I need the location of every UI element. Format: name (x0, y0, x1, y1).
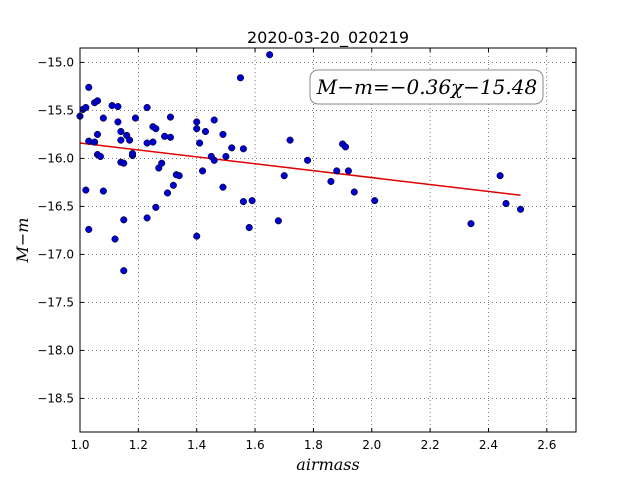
data-point (193, 232, 201, 240)
data-point (111, 235, 119, 243)
data-point (91, 138, 99, 146)
data-point (239, 198, 247, 206)
data-point (85, 225, 93, 233)
data-point (333, 167, 341, 175)
data-point (158, 159, 166, 167)
data-point (210, 156, 218, 164)
y-tick-label: −18.0 (37, 343, 74, 357)
data-point (161, 132, 169, 140)
data-point (117, 127, 125, 136)
data-point (502, 199, 510, 208)
data-point (143, 214, 151, 222)
data-point (166, 133, 174, 141)
data-point (344, 167, 352, 175)
data-point (85, 83, 93, 91)
data-point (93, 130, 102, 138)
data-point (219, 130, 227, 138)
x-tick-label: 1.6 (246, 438, 265, 452)
data-point (99, 187, 107, 195)
data-point (143, 139, 151, 147)
data-point (193, 118, 201, 126)
data-point (96, 152, 104, 161)
data-point (99, 114, 107, 122)
data-point (341, 143, 350, 151)
x-tick-label: 2.4 (479, 438, 498, 452)
data-point (304, 156, 312, 164)
data-point (120, 267, 128, 275)
data-point (85, 137, 93, 145)
y-tick-label: −16.0 (37, 151, 74, 165)
data-point (236, 74, 245, 82)
data-point (198, 167, 207, 175)
chart-title: 2020-03-20_020219 (247, 28, 409, 48)
data-point (175, 172, 183, 180)
data-point (210, 116, 218, 124)
plot-frame (79, 47, 577, 433)
data-point (517, 205, 525, 213)
data-point (108, 102, 116, 110)
data-point (286, 136, 294, 144)
x-axis-label: airmass (296, 455, 359, 474)
data-point (120, 216, 128, 224)
x-tick-label: 2.6 (537, 438, 556, 452)
data-point (239, 145, 247, 153)
data-point (274, 217, 282, 225)
y-tick-label: −17.5 (37, 295, 74, 309)
data-point (245, 223, 253, 232)
data-point (82, 103, 90, 112)
y-tick-label: −15.0 (37, 55, 74, 69)
x-tick-label: 1.4 (187, 438, 206, 452)
x-tick-label: 2.0 (362, 438, 381, 452)
data-point (152, 125, 160, 133)
data-point (128, 150, 137, 158)
annotation-box (309, 69, 544, 105)
data-point (280, 172, 288, 180)
fit-line-group (79, 142, 521, 196)
data-point (163, 189, 172, 197)
data-point (169, 181, 177, 189)
fit-line (79, 142, 521, 196)
data-point (327, 177, 335, 185)
data-point (196, 139, 204, 147)
x-tick-label: 1.0 (70, 438, 89, 452)
data-point (166, 113, 174, 121)
data-point (117, 136, 125, 144)
y-tick-label: −17.0 (37, 247, 74, 261)
data-point (222, 152, 230, 161)
y-tick-label: −15.5 (37, 103, 74, 117)
data-point (201, 127, 210, 136)
data-point (193, 125, 201, 133)
x-tick-label: 1.8 (304, 438, 323, 452)
data-point (149, 138, 157, 146)
data-point (126, 136, 134, 144)
x-tick-label: 2.2 (421, 438, 440, 452)
data-point (467, 220, 475, 228)
annotation-text: M−m=−0.36χ−15.48 (316, 75, 537, 99)
data-point (219, 183, 227, 191)
data-point (266, 51, 274, 59)
data-point (143, 103, 151, 112)
fit-annotation: M−m=−0.36χ−15.48 (309, 69, 544, 105)
data-point (152, 203, 160, 211)
data-point (350, 188, 358, 196)
data-point (114, 118, 122, 126)
data-point (131, 114, 139, 122)
data-point (120, 159, 128, 167)
data-point (371, 197, 379, 205)
x-tick-label: 1.2 (129, 438, 148, 452)
data-point (248, 197, 256, 205)
y-tick-label: −18.5 (37, 391, 74, 405)
grid-lines (79, 48, 576, 432)
axis-ticks: 1.0 1.2 1.4 1.6 1.8 2.0 2.2 2.4 2.6 −15.0 −15.5 −16… (37, 48, 576, 452)
data-point (496, 172, 504, 180)
data-point (114, 103, 122, 111)
data-point (228, 144, 236, 152)
data-points (76, 51, 525, 275)
y-axis-label: M−m (13, 218, 32, 264)
data-point (82, 186, 90, 194)
data-point (93, 97, 102, 105)
y-tick-label: −16.5 (37, 199, 74, 213)
